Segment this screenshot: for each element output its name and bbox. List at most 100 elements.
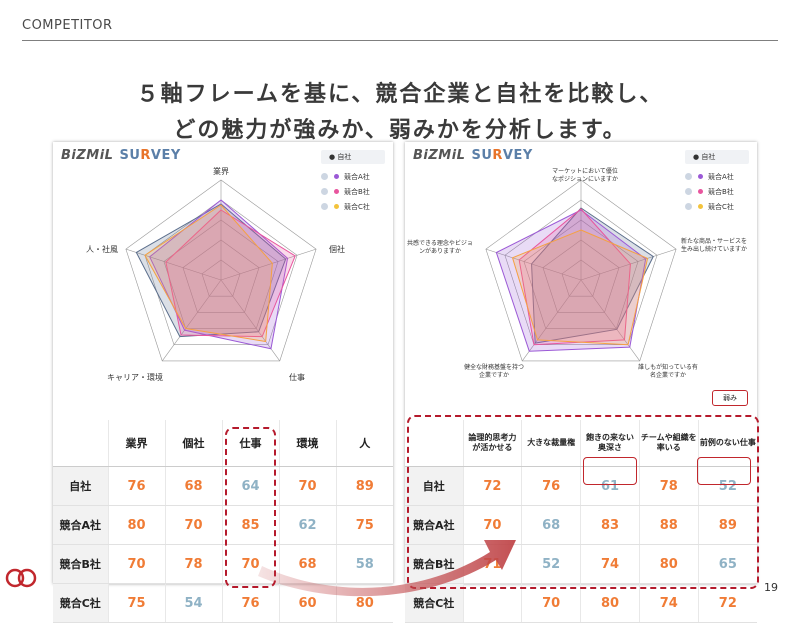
radar-axis-line <box>161 279 222 362</box>
legend-item[interactable]: 競合C社 <box>321 199 385 214</box>
checkbox-icon[interactable] <box>321 188 328 195</box>
radar-series-競合B社 <box>165 209 296 338</box>
score-cell: 72 <box>462 466 522 506</box>
checkbox-icon[interactable] <box>321 203 328 210</box>
checkbox-icon[interactable] <box>685 203 692 210</box>
radar-grid-ring <box>561 259 601 297</box>
weakness-tag: 弱み <box>712 390 748 406</box>
dot-icon <box>334 204 339 209</box>
dot-icon <box>698 189 703 194</box>
legend-item[interactable]: 競合B社 <box>321 184 385 199</box>
table-row: 自社 72 76 61 78 52 <box>405 466 757 506</box>
radar-axis-line <box>521 279 582 362</box>
score-cell: 61 <box>580 466 640 506</box>
radar-series-競合A社 <box>495 209 647 352</box>
axis-label: 共感できる理念やビジョンがありますか <box>407 240 473 255</box>
chart-legend: ● 自社 競合A社 競合B社 競合C社 <box>321 150 385 214</box>
header-divider <box>22 40 778 41</box>
radar-grid-ring <box>201 259 241 297</box>
table-row: 競合A社 80 70 85 62 75 <box>53 505 393 545</box>
legend-item[interactable]: 競合A社 <box>321 169 385 184</box>
table-row: 競合C社 70 80 74 72 <box>405 583 757 623</box>
row-header: 競合A社 <box>405 505 463 545</box>
score-cell: 76 <box>107 466 165 506</box>
dot-icon <box>334 174 339 179</box>
radar-series-競合C社 <box>511 229 649 346</box>
radar-grid-ring <box>485 179 677 362</box>
row-header: 競合C社 <box>405 583 463 623</box>
legend-self: ● 自社 <box>685 150 749 164</box>
column-header: 飽きの来ない奥深さ <box>580 420 640 467</box>
score-cell: 52 <box>697 466 757 506</box>
radar-grid-ring <box>144 199 298 346</box>
table-corner <box>405 420 463 467</box>
column-header: 業界 <box>107 420 165 467</box>
weak-score-box <box>697 457 751 485</box>
score-cell: 70 <box>278 466 336 506</box>
checkbox-icon[interactable] <box>685 173 692 180</box>
score-cell: 68 <box>521 505 581 545</box>
right-table-highlight <box>407 415 759 589</box>
score-cell: 74 <box>580 544 640 584</box>
radar-chart-left <box>125 179 317 362</box>
score-cell: 78 <box>164 544 222 584</box>
score-cell: 80 <box>335 583 393 623</box>
table-row: 競合C社 75 54 76 60 80 <box>53 583 393 623</box>
legend-item[interactable]: 競合B社 <box>685 184 749 199</box>
table-row: 競合B社 70 78 70 68 58 <box>53 544 393 584</box>
score-cell: 89 <box>335 466 393 506</box>
score-cell: 80 <box>107 505 165 545</box>
radar-axis-line <box>125 248 222 281</box>
left-survey-panel: BiZMiL SURVEY ● 自社 競合A社 競合B社 競合C社 業界 個社 仕… <box>53 142 393 623</box>
score-cell: 52 <box>521 544 581 584</box>
chart-legend: ● 自社 競合A社 競合B社 競合C社 <box>685 150 749 214</box>
column-header: 人 <box>335 420 393 467</box>
axis-label: 業界 <box>213 167 229 176</box>
score-cell: 60 <box>278 583 336 623</box>
score-cell <box>462 583 522 623</box>
row-header: 競合C社 <box>53 583 108 623</box>
column-header: 論理的思考力が活かせる <box>462 420 522 467</box>
column-header: 大きな裁量権 <box>521 420 581 467</box>
checkbox-icon[interactable] <box>685 188 692 195</box>
page-number: 19 <box>764 581 778 594</box>
table-corner <box>53 420 108 467</box>
score-cell: 89 <box>697 505 757 545</box>
checkbox-icon[interactable] <box>321 173 328 180</box>
score-cell: 64 <box>221 466 279 506</box>
table-row: 自社 76 68 64 70 89 <box>53 466 393 506</box>
bizmil-survey-logo: BiZMiL SURVEY <box>61 148 181 163</box>
score-cell: 62 <box>278 505 336 545</box>
score-cell: 80 <box>580 583 640 623</box>
score-cell: 70 <box>164 505 222 545</box>
column-header: 前例のない仕事 <box>697 420 757 467</box>
radar-axis-line <box>220 248 317 281</box>
score-cell: 88 <box>638 505 699 545</box>
radar-axis-line <box>220 279 281 362</box>
score-cell: 76 <box>521 466 581 506</box>
score-cell: 80 <box>638 544 699 584</box>
score-cell: 85 <box>221 505 279 545</box>
legend-item[interactable]: 競合A社 <box>685 169 749 184</box>
headline-line-2: どの魅力が強みか、弱みかを分析します。 <box>173 118 627 143</box>
axis-label: 個社 <box>329 245 345 254</box>
radar-axis-line <box>485 248 582 281</box>
bizmil-survey-logo: BiZMiL SURVEY <box>413 148 533 163</box>
dot-icon <box>334 189 339 194</box>
axis-label: マーケットにおいて優位なポジションにいますか <box>551 168 618 183</box>
score-cell: 68 <box>164 466 222 506</box>
score-cell: 70 <box>521 583 581 623</box>
axis-label: 新たな商品・サービスを生み出し続けていますか <box>681 238 748 253</box>
radar-grid-ring <box>504 199 658 346</box>
legend-self: ● 自社 <box>321 150 385 164</box>
legend-item[interactable]: 競合C社 <box>685 199 749 214</box>
section-header: COMPETITOR <box>22 18 113 33</box>
score-cell: 78 <box>638 466 699 506</box>
score-cell: 76 <box>221 583 279 623</box>
column-header: 環境 <box>278 420 336 467</box>
axis-label: 仕事 <box>289 373 305 382</box>
score-cell: 72 <box>697 583 757 623</box>
axis-label: 誰しもが知っている有名企業ですか <box>638 364 698 379</box>
radar-grid-ring <box>523 219 639 329</box>
row-header: 自社 <box>53 466 108 506</box>
